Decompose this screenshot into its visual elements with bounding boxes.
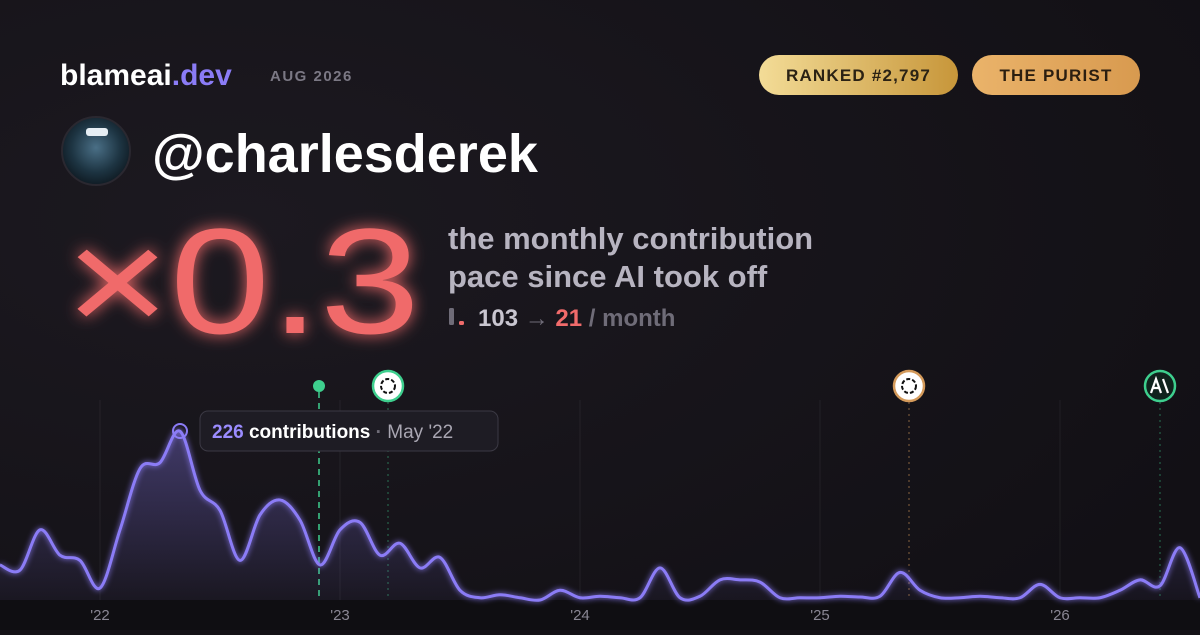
brand: blameai.dev (60, 59, 232, 92)
x-tick-label: '24 (570, 607, 590, 624)
pace-unit: / month (589, 305, 676, 332)
pace: 103 → 21 / month (478, 305, 675, 332)
tooltip-separator: · (376, 422, 382, 443)
peak-marker (172, 423, 188, 439)
rank-badge (759, 55, 958, 95)
rank-badge-text: RANKED #2,797 (786, 66, 931, 85)
tooltip (199, 410, 499, 452)
period: AUG 2026 (270, 68, 353, 85)
event-icon-glyph (1149, 375, 1170, 394)
event-dot (313, 380, 325, 392)
event-icon (371, 369, 405, 403)
brand-suffix: .dev (172, 59, 232, 92)
persona-badge (972, 55, 1140, 95)
event-icon (1143, 369, 1177, 403)
area (0, 430, 1200, 601)
headline-line2: pace since AI took off (448, 259, 768, 294)
x-tick-label: '23 (330, 607, 350, 624)
x-tick-label: '22 (90, 607, 110, 624)
tooltip-value: 226 (212, 422, 244, 443)
pace-before: 103 (478, 305, 518, 332)
axis-strip (0, 600, 1200, 630)
line (0, 429, 1200, 602)
events (313, 369, 1177, 600)
pace-icon-after (459, 321, 464, 325)
tooltip-label: contributions (249, 422, 370, 443)
persona-badge-text: THE PURIST (999, 66, 1112, 85)
pace-icon-before (449, 308, 454, 325)
avatar-detail (86, 128, 108, 136)
x-tick-label: '25 (810, 607, 830, 624)
avatar (61, 116, 131, 186)
multiplier: ×0.3 (65, 197, 420, 365)
tooltip-date: May '22 (387, 422, 453, 443)
event-icon-glyph (901, 378, 917, 394)
headline-line1: the monthly contribution (448, 221, 813, 256)
handle: @charlesderek (152, 124, 539, 184)
tooltip-text: 226 contributions · May '22 (212, 422, 453, 443)
plot (0, 429, 1200, 602)
event-icon (892, 369, 926, 403)
pace-arrow: → (525, 305, 549, 332)
grid: '22 '23 '24 '25 '26 (90, 400, 1070, 624)
pace-after: 21 (555, 305, 582, 332)
brand-name: blameai (60, 59, 172, 92)
x-tick-label: '26 (1050, 607, 1070, 624)
event-icon-glyph (380, 378, 396, 394)
